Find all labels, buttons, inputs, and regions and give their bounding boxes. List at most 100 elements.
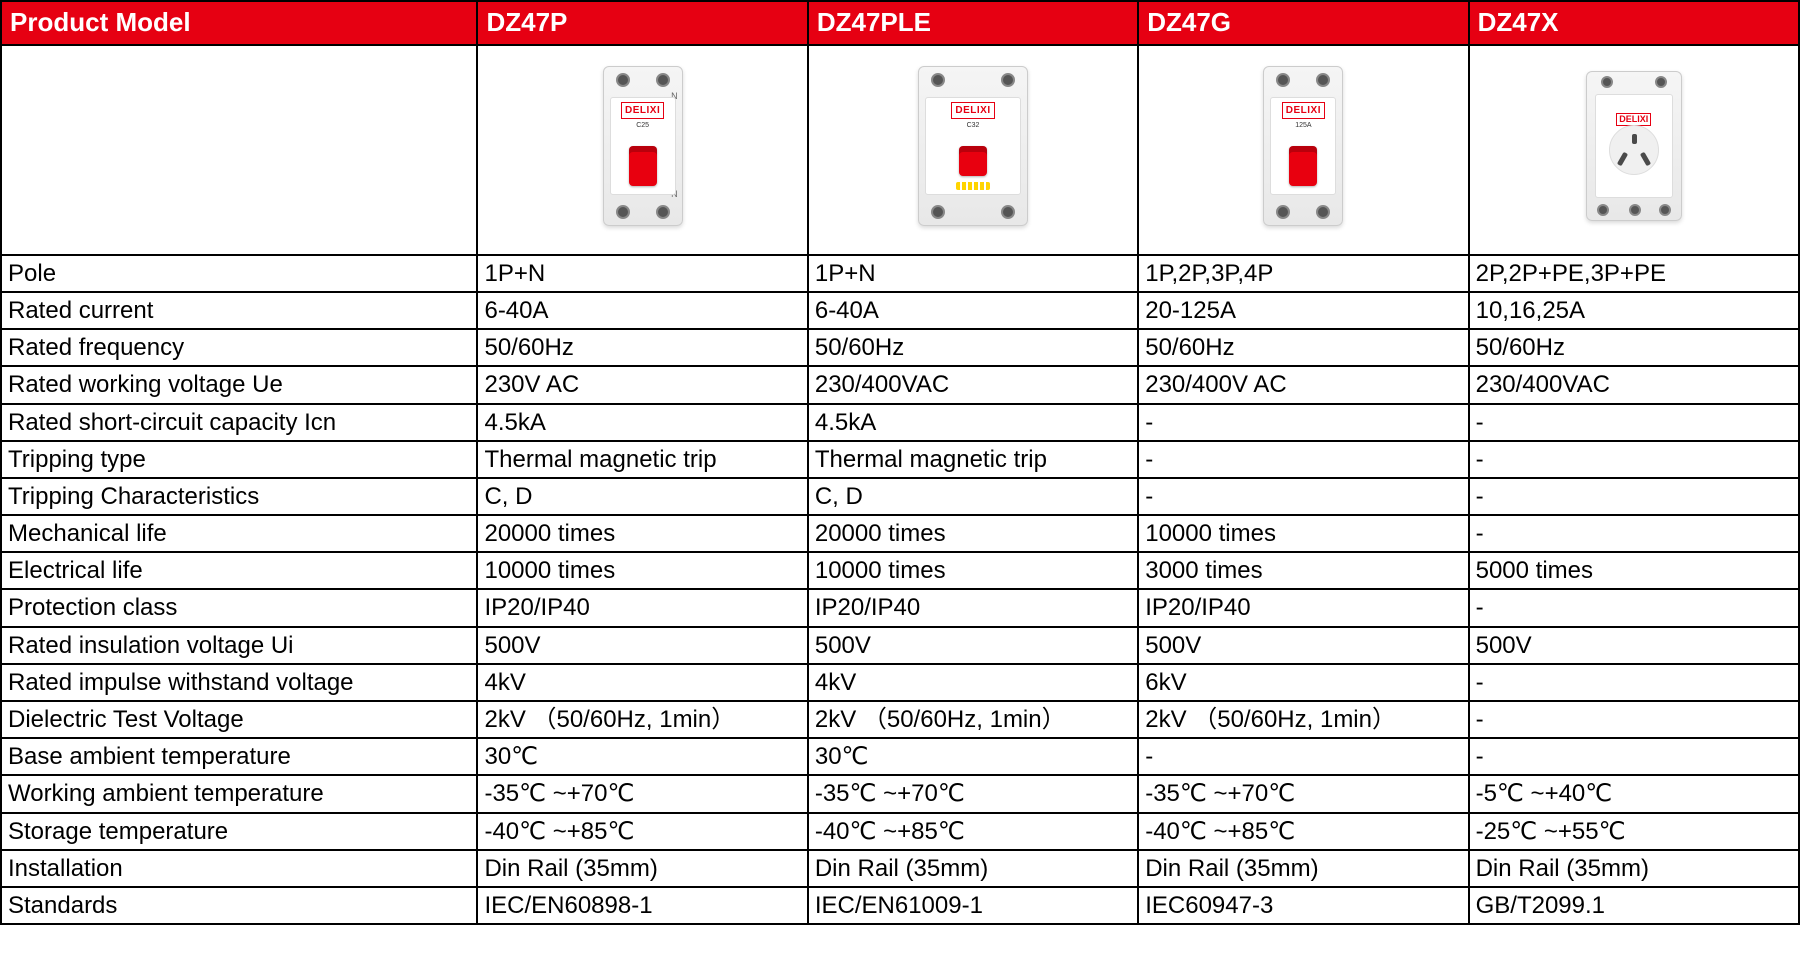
row-label: Rated working voltage Ue	[1, 366, 477, 403]
table-row: Working ambient temperature-35℃ ~+70℃-35…	[1, 775, 1799, 812]
cell-value: Din Rail (35mm)	[808, 850, 1138, 887]
cell-value: -40℃ ~+85℃	[477, 813, 807, 850]
table-row: Rated working voltage Ue230V AC230/400VA…	[1, 366, 1799, 403]
header-dz47x: DZ47X	[1469, 1, 1799, 45]
row-label: Rated frequency	[1, 329, 477, 366]
cell-value: C, D	[477, 478, 807, 515]
image-row-label	[1, 45, 477, 255]
model-label: C32	[967, 121, 980, 130]
table-row: Rated short-circuit capacity Icn4.5kA4.5…	[1, 404, 1799, 441]
cell-value: 10000 times	[1138, 515, 1468, 552]
cell-value: 10000 times	[477, 552, 807, 589]
row-label: Standards	[1, 887, 477, 924]
cell-value: 4kV	[477, 664, 807, 701]
cell-value: 50/60Hz	[1138, 329, 1468, 366]
test-button-icon	[956, 182, 990, 190]
cell-value: 4.5kA	[477, 404, 807, 441]
cell-value: -	[1469, 478, 1799, 515]
cell-value: -40℃ ~+85℃	[1138, 813, 1468, 850]
cell-value: -25℃ ~+55℃	[1469, 813, 1799, 850]
table-row: Rated impulse withstand voltage4kV4kV6kV…	[1, 664, 1799, 701]
cell-value: 4kV	[808, 664, 1138, 701]
header-dz47ple: DZ47PLE	[808, 1, 1138, 45]
row-label: Base ambient temperature	[1, 738, 477, 775]
table-row: Rated insulation voltage Ui500V500V500V5…	[1, 627, 1799, 664]
model-label: 125A	[1295, 121, 1311, 130]
cell-value: Din Rail (35mm)	[1138, 850, 1468, 887]
cell-value: 3000 times	[1138, 552, 1468, 589]
row-label: Rated current	[1, 292, 477, 329]
cell-value: 6-40A	[808, 292, 1138, 329]
table-row: Electrical life10000 times10000 times300…	[1, 552, 1799, 589]
breaker-icon: DELIXI C32	[918, 66, 1028, 226]
model-label: C25	[636, 121, 649, 130]
cell-value: 230/400V AC	[1138, 366, 1468, 403]
row-label: Mechanical life	[1, 515, 477, 552]
product-image-dz47p: NN DELIXI C25	[477, 45, 807, 255]
cell-value: IP20/IP40	[808, 589, 1138, 626]
cell-value: IEC/EN61009-1	[808, 887, 1138, 924]
row-label: Electrical life	[1, 552, 477, 589]
cell-value: 230/400VAC	[1469, 366, 1799, 403]
cell-value: -	[1469, 404, 1799, 441]
cell-value: -35℃ ~+70℃	[477, 775, 807, 812]
cell-value: -40℃ ~+85℃	[808, 813, 1138, 850]
table-row: Tripping CharacteristicsC, DC, D--	[1, 478, 1799, 515]
cell-value: -	[1469, 589, 1799, 626]
cell-value: GB/T2099.1	[1469, 887, 1799, 924]
table-row: Pole1P+N1P+N1P,2P,3P,4P2P,2P+PE,3P+PE	[1, 255, 1799, 292]
toggle-icon	[959, 146, 987, 176]
cell-value: 2P,2P+PE,3P+PE	[1469, 255, 1799, 292]
cell-value: IEC60947-3	[1138, 887, 1468, 924]
row-label: Rated impulse withstand voltage	[1, 664, 477, 701]
table-row: InstallationDin Rail (35mm)Din Rail (35m…	[1, 850, 1799, 887]
cell-value: -5℃ ~+40℃	[1469, 775, 1799, 812]
cell-value: 230/400VAC	[808, 366, 1138, 403]
cell-value: Thermal magnetic trip	[808, 441, 1138, 478]
cell-value: 2kV （50/60Hz, 1min）	[477, 701, 807, 738]
cell-value: -	[1469, 738, 1799, 775]
brand-label: DELIXI	[1282, 102, 1325, 119]
product-image-dz47ple: DELIXI C32	[808, 45, 1138, 255]
cell-value: 50/60Hz	[477, 329, 807, 366]
table-row: Rated frequency50/60Hz50/60Hz50/60Hz50/6…	[1, 329, 1799, 366]
cell-value: IP20/IP40	[1138, 589, 1468, 626]
breaker-icon: DELIXI 125A	[1263, 66, 1343, 226]
header-label: Product Model	[1, 1, 477, 45]
row-label: Protection class	[1, 589, 477, 626]
cell-value: IP20/IP40	[477, 589, 807, 626]
socket-icon: DELIXI DZ47X	[1586, 71, 1682, 221]
cell-value: 500V	[808, 627, 1138, 664]
table-row: Base ambient temperature30℃30℃--	[1, 738, 1799, 775]
cell-value: 2kV （50/60Hz, 1min）	[1138, 701, 1468, 738]
cell-value: 1P,2P,3P,4P	[1138, 255, 1468, 292]
cell-value: 20-125A	[1138, 292, 1468, 329]
cell-value: 6-40A	[477, 292, 807, 329]
cell-value: 1P+N	[477, 255, 807, 292]
cell-value: 10000 times	[808, 552, 1138, 589]
brand-label: DELIXI	[951, 102, 994, 119]
cell-value: -	[1138, 738, 1468, 775]
cell-value: 20000 times	[808, 515, 1138, 552]
cell-value: 30℃	[808, 738, 1138, 775]
cell-value: -35℃ ~+70℃	[1138, 775, 1468, 812]
table-row: Storage temperature-40℃ ~+85℃-40℃ ~+85℃-…	[1, 813, 1799, 850]
table-row: Mechanical life20000 times20000 times100…	[1, 515, 1799, 552]
cell-value: Thermal magnetic trip	[477, 441, 807, 478]
cell-value: Din Rail (35mm)	[477, 850, 807, 887]
cell-value: -	[1138, 441, 1468, 478]
cell-value: -	[1138, 478, 1468, 515]
table-row: Dielectric Test Voltage2kV （50/60Hz, 1mi…	[1, 701, 1799, 738]
row-label: Storage temperature	[1, 813, 477, 850]
row-label: Tripping Characteristics	[1, 478, 477, 515]
cell-value: -	[1469, 664, 1799, 701]
cell-value: 10,16,25A	[1469, 292, 1799, 329]
cell-value: IEC/EN60898-1	[477, 887, 807, 924]
row-label: Working ambient temperature	[1, 775, 477, 812]
cell-value: 30℃	[477, 738, 807, 775]
cell-value: 2kV （50/60Hz, 1min）	[808, 701, 1138, 738]
cell-value: 20000 times	[477, 515, 807, 552]
row-label: Dielectric Test Voltage	[1, 701, 477, 738]
toggle-icon	[1289, 146, 1317, 186]
table-row: StandardsIEC/EN60898-1IEC/EN61009-1IEC60…	[1, 887, 1799, 924]
